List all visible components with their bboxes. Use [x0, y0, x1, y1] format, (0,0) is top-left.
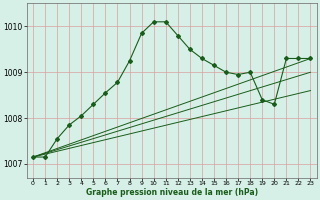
X-axis label: Graphe pression niveau de la mer (hPa): Graphe pression niveau de la mer (hPa): [86, 188, 258, 197]
